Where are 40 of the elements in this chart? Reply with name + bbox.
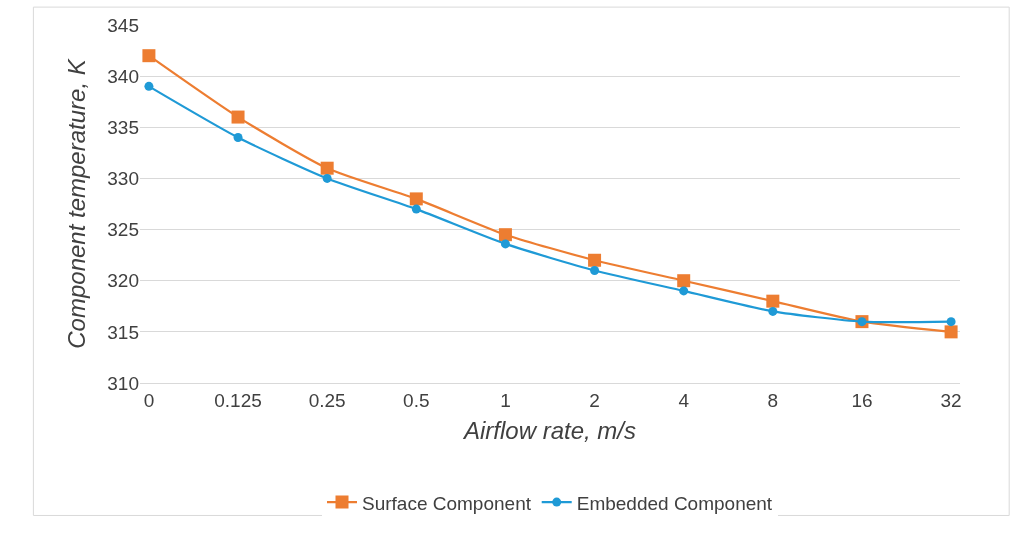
x-tick-label: 8: [767, 389, 779, 411]
x-tick-label: 0.25: [308, 389, 346, 411]
x-tick-label: 4: [678, 389, 690, 411]
point: [142, 49, 156, 63]
y-tick-label: 310: [107, 372, 139, 394]
x-axis-title: Airflow rate, m/s: [461, 417, 637, 445]
x-tick-label: 32: [940, 389, 962, 411]
x-tick-label: 2: [589, 389, 600, 411]
x-tick-label: 0.5: [403, 389, 430, 411]
point: [590, 265, 600, 275]
y-tick-label: 320: [107, 270, 139, 292]
point: [768, 306, 778, 316]
y-axis-title: Component temperature, K: [63, 58, 91, 349]
legend-label: Surface Component: [362, 492, 532, 514]
y-tick-label: 315: [107, 321, 139, 343]
y-tick-label: 340: [107, 65, 139, 87]
point: [588, 253, 602, 267]
legend-label: Embedded Component: [576, 492, 773, 514]
point: [944, 325, 958, 339]
y-tick-label: 330: [107, 168, 139, 190]
x-tick-label: 0: [143, 389, 155, 411]
point: [409, 192, 423, 206]
y-tick-label: 335: [107, 116, 139, 138]
x-tick-label: 16: [851, 389, 873, 411]
y-tick-label: 345: [107, 14, 139, 36]
point: [679, 286, 689, 296]
point: [144, 81, 154, 91]
point: [946, 317, 956, 327]
x-tick-label: 1: [500, 389, 511, 411]
x-tick-label: 0.125: [214, 389, 262, 411]
point: [500, 239, 510, 249]
point: [411, 204, 421, 214]
point: [233, 133, 243, 143]
point: [498, 228, 512, 242]
point: [677, 274, 691, 288]
point: [766, 294, 780, 308]
y-tick-label: 325: [107, 219, 139, 241]
point: [320, 161, 334, 175]
point: [231, 110, 245, 124]
point: [322, 173, 332, 183]
